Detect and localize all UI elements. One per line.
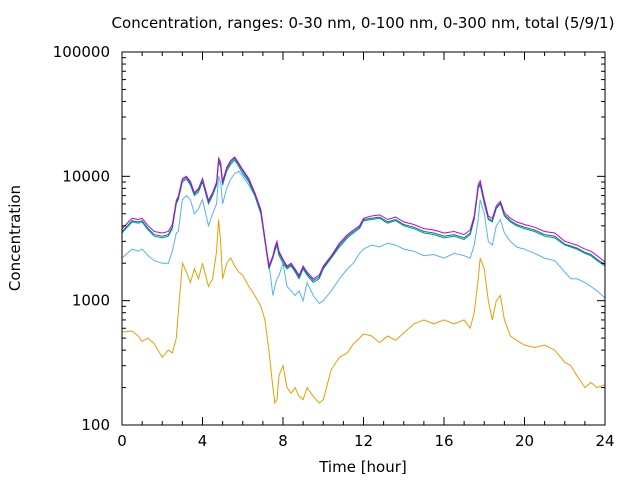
series-line-4 (121, 157, 606, 282)
x-tick-label: 12 (354, 432, 373, 450)
x-tick-label: 8 (278, 432, 288, 450)
ticks-layer: 0 4 8 12 16 20 24 100 1000 10000 100000 (53, 43, 615, 450)
series-line-1 (121, 219, 606, 405)
x-tick-label: 20 (515, 432, 534, 450)
y-axis-label: Concentration (6, 185, 24, 291)
x-tick-label: 4 (198, 432, 208, 450)
plot-frame (121, 51, 606, 426)
y-tick-label: 1000 (72, 292, 110, 310)
y-tick-label: 100 (81, 416, 110, 434)
y-tick-label: 100000 (53, 43, 110, 61)
x-tick-label: 16 (434, 432, 453, 450)
chart-title: Concentration, ranges: 0-30 nm, 0-100 nm… (112, 14, 615, 32)
series-layer (121, 156, 606, 405)
series-line-3 (121, 159, 606, 284)
x-tick-label: 24 (595, 432, 614, 450)
series-line-2 (121, 170, 606, 305)
x-tick-label: 0 (117, 432, 127, 450)
x-axis-label: Time [hour] (318, 458, 407, 476)
series-line-5 (121, 156, 606, 280)
y-tick-label: 10000 (62, 167, 110, 185)
